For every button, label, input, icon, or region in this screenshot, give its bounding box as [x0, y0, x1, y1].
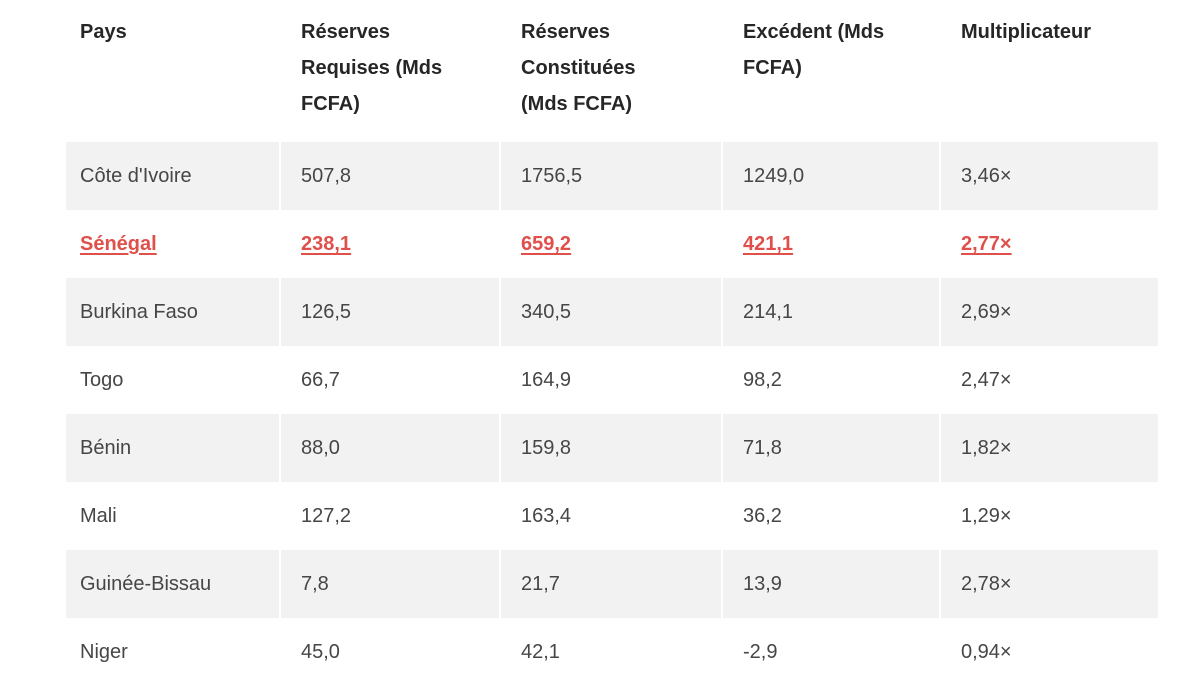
table-row-mali: Mali 127,2 163,4 36,2 1,29×	[66, 482, 1158, 550]
cell-multiplicateur: 0,94×	[939, 618, 1158, 686]
cell-reserves-constituees: 1756,5	[499, 142, 722, 210]
table-row-benin: Bénin 88,0 159,8 71,8 1,82×	[66, 414, 1158, 482]
table-row-cote-divoire: Côte d'Ivoire 507,8 1756,5 1249,0 3,46×	[66, 142, 1158, 210]
senegal-link[interactable]: Sénégal	[80, 233, 157, 255]
cell-multiplicateur: 3,46×	[939, 142, 1158, 210]
cell-excedent: 13,9	[721, 550, 940, 618]
column-header-multiplicateur: Multiplicateur	[939, 0, 1158, 142]
table-row-guinee-bissau: Guinée-Bissau 7,8 21,7 13,9 2,78×	[66, 550, 1158, 618]
cell-reserves-constituees: 163,4	[499, 482, 722, 550]
cell-reserves-requises: 127,2	[279, 482, 500, 550]
cell-excedent: 36,2	[721, 482, 940, 550]
cell-excedent: -2,9	[721, 618, 940, 686]
cell-pays: Bénin	[66, 414, 280, 482]
reserves-table: Pays Réserves Requises (Mds FCFA) Réserv…	[66, 0, 1158, 686]
cell-reserves-requises: 238,1	[279, 210, 500, 278]
cell-reserves-constituees: 340,5	[499, 278, 722, 346]
cell-reserves-requises: 7,8	[279, 550, 500, 618]
senegal-constituees-link[interactable]: 659,2	[521, 233, 572, 255]
cell-pays: Mali	[66, 482, 280, 550]
senegal-excedent-link[interactable]: 421,1	[743, 233, 794, 255]
cell-reserves-constituees: 164,9	[499, 346, 722, 414]
cell-multiplicateur: 1,82×	[939, 414, 1158, 482]
column-header-pays: Pays	[66, 0, 280, 142]
table-row-niger: Niger 45,0 42,1 -2,9 0,94×	[66, 618, 1158, 686]
cell-excedent: 421,1	[721, 210, 940, 278]
table-row-senegal-highlighted: Sénégal 238,1 659,2 421,1 2,77×	[66, 210, 1158, 278]
cell-pays: Guinée-Bissau	[66, 550, 280, 618]
cell-multiplicateur: 2,47×	[939, 346, 1158, 414]
reserves-table-container: Pays Réserves Requises (Mds FCFA) Réserv…	[66, 0, 1158, 686]
senegal-multiplicateur-link[interactable]: 2,77×	[961, 233, 1012, 255]
cell-multiplicateur: 2,77×	[939, 210, 1158, 278]
cell-excedent: 98,2	[721, 346, 940, 414]
cell-reserves-requises: 45,0	[279, 618, 500, 686]
cell-excedent: 71,8	[721, 414, 940, 482]
cell-multiplicateur: 1,29×	[939, 482, 1158, 550]
cell-pays: Togo	[66, 346, 280, 414]
column-header-reserves-constituees: Réserves Constituées (Mds FCFA)	[499, 0, 722, 142]
cell-reserves-requises: 126,5	[279, 278, 500, 346]
cell-reserves-requises: 88,0	[279, 414, 500, 482]
cell-pays: Côte d'Ivoire	[66, 142, 280, 210]
cell-pays: Sénégal	[66, 210, 280, 278]
cell-reserves-constituees: 659,2	[499, 210, 722, 278]
cell-reserves-constituees: 21,7	[499, 550, 722, 618]
table-header-row: Pays Réserves Requises (Mds FCFA) Réserv…	[66, 0, 1158, 142]
cell-reserves-constituees: 159,8	[499, 414, 722, 482]
cell-pays: Niger	[66, 618, 280, 686]
cell-excedent: 1249,0	[721, 142, 940, 210]
table-row-togo: Togo 66,7 164,9 98,2 2,47×	[66, 346, 1158, 414]
cell-reserves-requises: 66,7	[279, 346, 500, 414]
cell-multiplicateur: 2,78×	[939, 550, 1158, 618]
cell-excedent: 214,1	[721, 278, 940, 346]
column-header-reserves-requises: Réserves Requises (Mds FCFA)	[279, 0, 500, 142]
cell-reserves-requises: 507,8	[279, 142, 500, 210]
cell-reserves-constituees: 42,1	[499, 618, 722, 686]
senegal-requises-link[interactable]: 238,1	[301, 233, 352, 255]
cell-pays: Burkina Faso	[66, 278, 280, 346]
cell-multiplicateur: 2,69×	[939, 278, 1158, 346]
table-row-burkina-faso: Burkina Faso 126,5 340,5 214,1 2,69×	[66, 278, 1158, 346]
column-header-excedent: Excédent (Mds FCFA)	[721, 0, 940, 142]
